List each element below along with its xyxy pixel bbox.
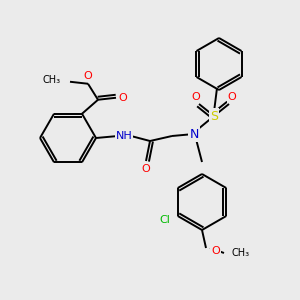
Text: O: O bbox=[118, 93, 127, 103]
Text: S: S bbox=[210, 110, 218, 122]
Text: NH: NH bbox=[116, 131, 132, 141]
Text: CH₃: CH₃ bbox=[43, 75, 61, 85]
Text: Cl: Cl bbox=[159, 215, 170, 225]
Text: N: N bbox=[189, 128, 199, 140]
Text: O: O bbox=[211, 246, 220, 256]
Text: CH₃: CH₃ bbox=[232, 248, 250, 258]
Text: O: O bbox=[84, 71, 92, 81]
Text: O: O bbox=[228, 92, 236, 102]
Text: O: O bbox=[192, 92, 200, 102]
Text: O: O bbox=[142, 164, 150, 174]
